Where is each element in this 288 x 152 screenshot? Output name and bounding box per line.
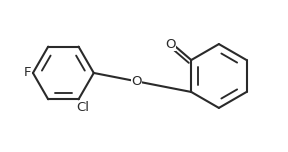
Text: O: O xyxy=(131,75,142,88)
Text: O: O xyxy=(166,38,176,51)
Text: Cl: Cl xyxy=(76,101,89,114)
Text: F: F xyxy=(23,66,31,79)
